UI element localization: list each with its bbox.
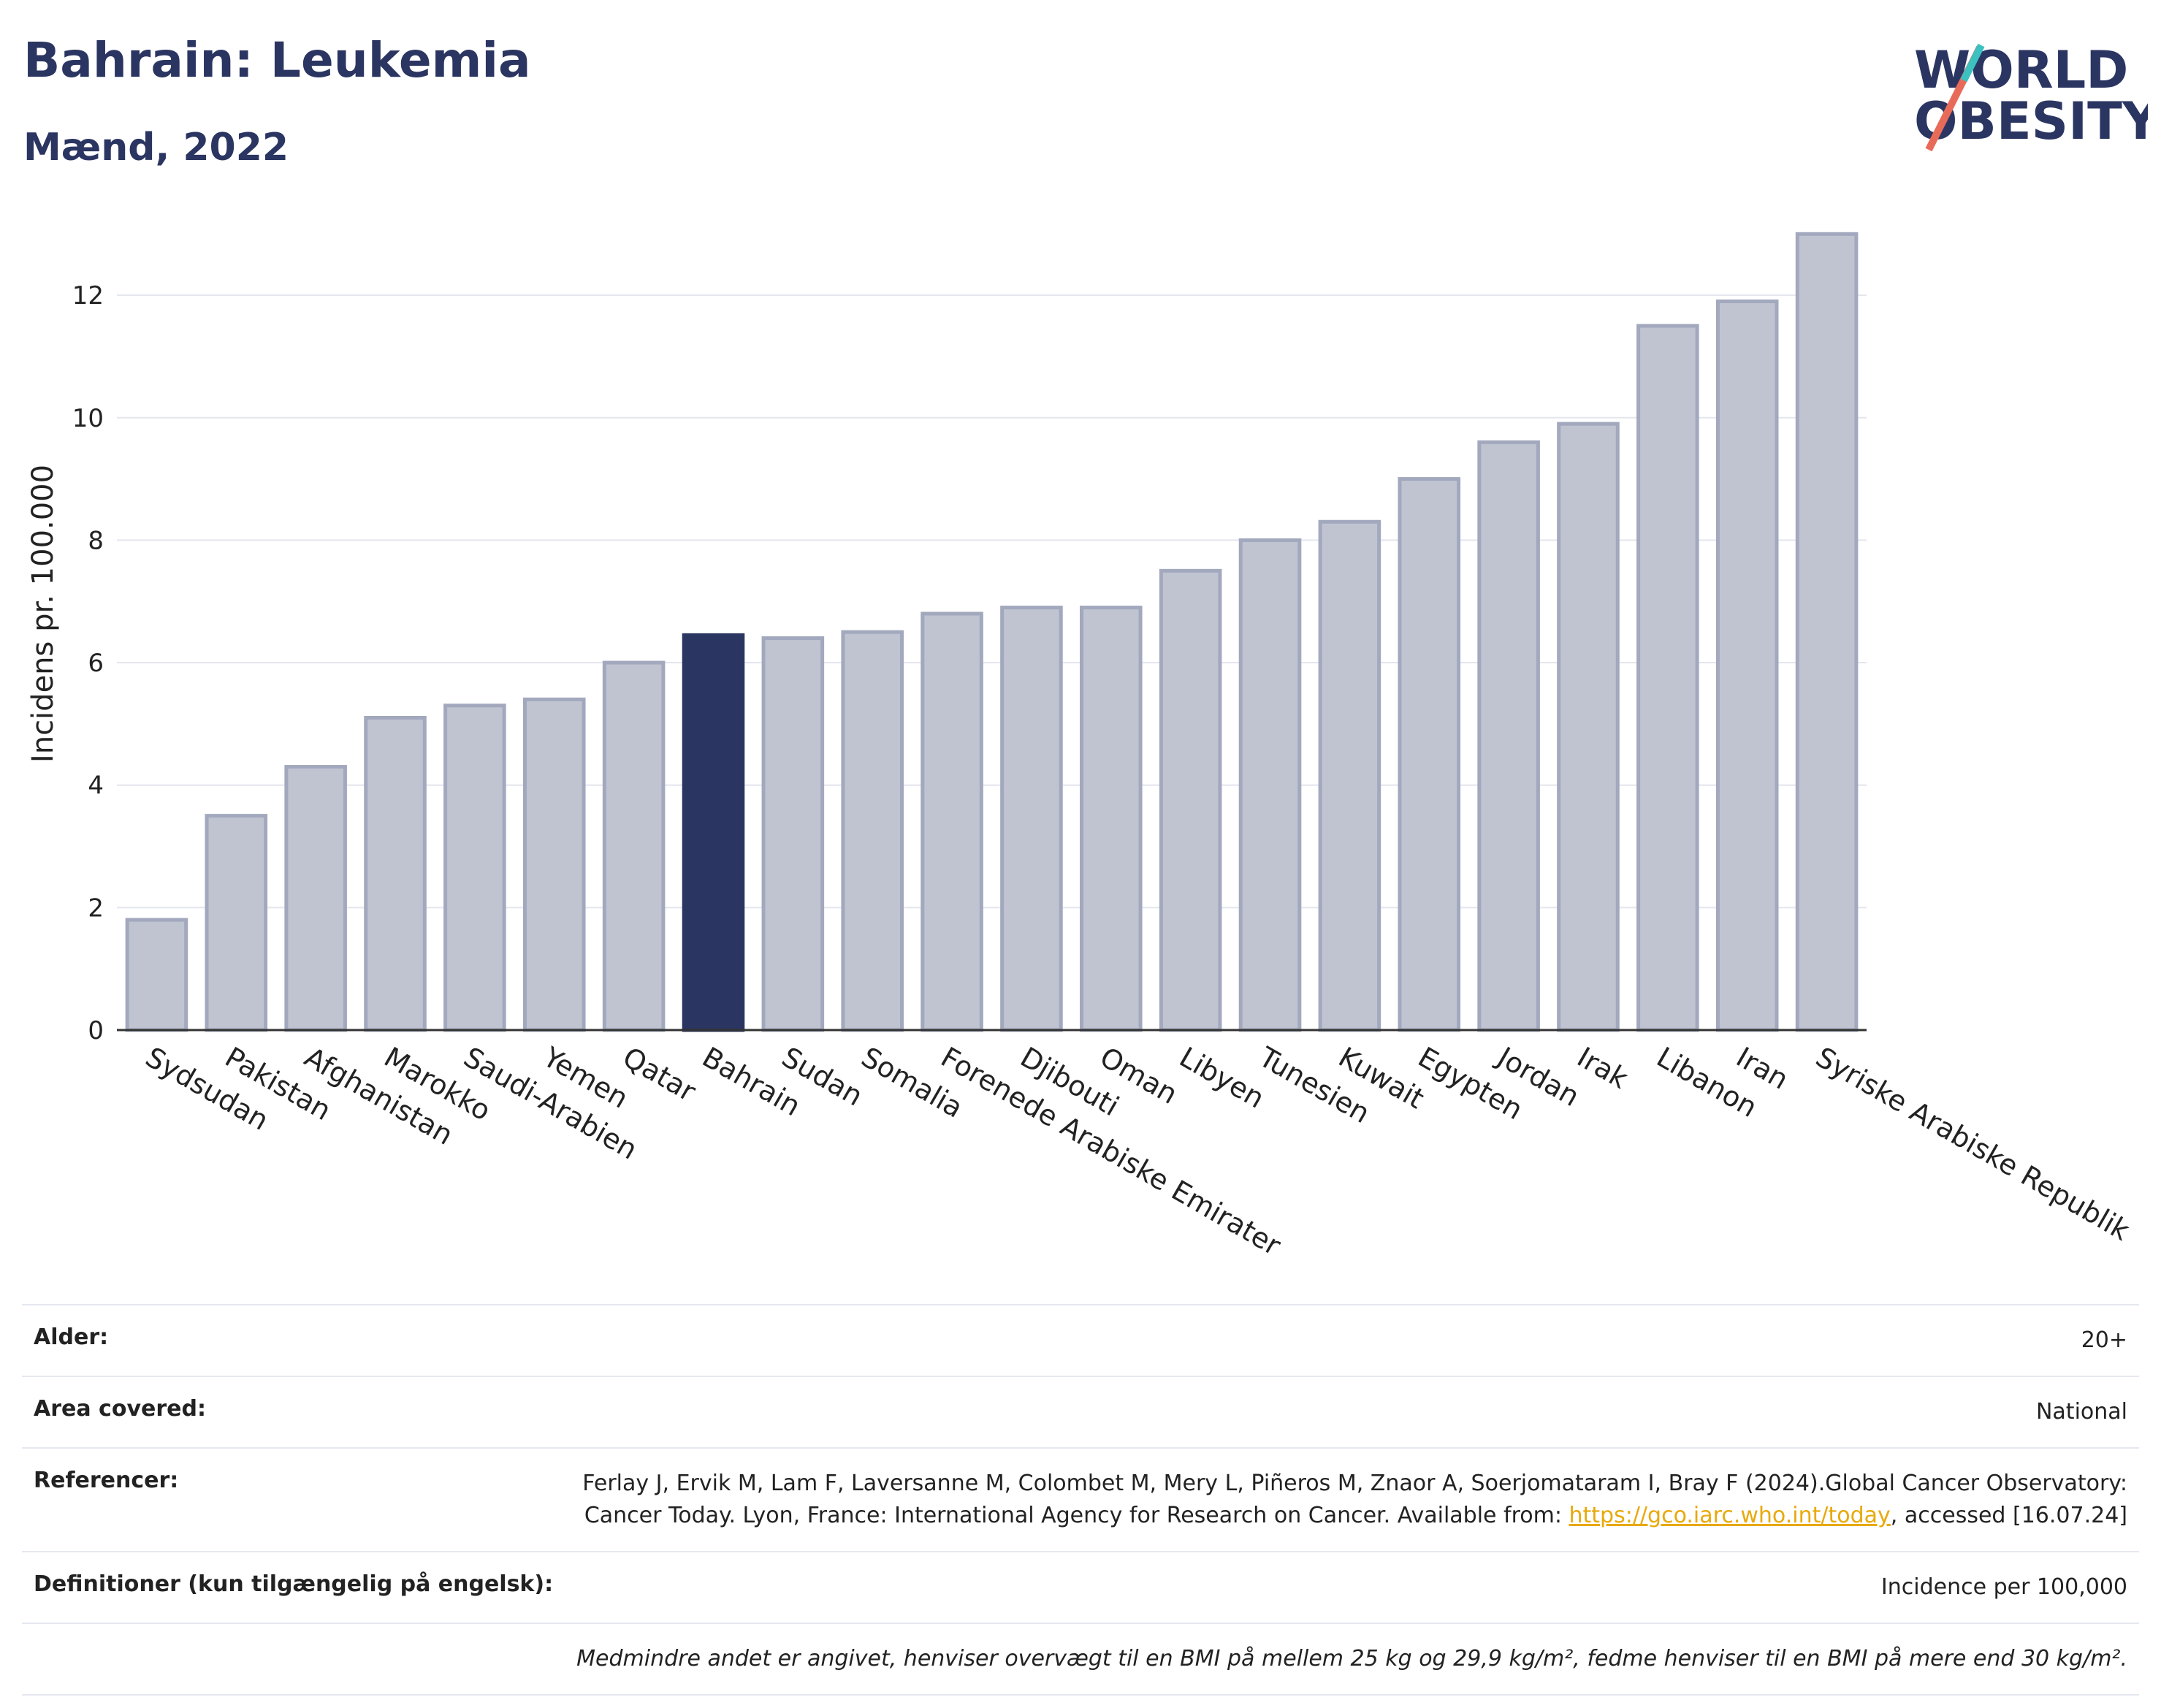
references-text-2: , accessed [16.07.24]: [1890, 1503, 2127, 1528]
bar: [1159, 568, 1222, 1032]
info-row-note: Medmindre andet er angivet, henviser ove…: [22, 1623, 2139, 1696]
references-text-1: Ferlay J, Ervik M, Lam F, Laversanne M, …: [582, 1471, 2127, 1528]
y-tick-label: 0: [88, 1016, 104, 1045]
info-row-definitions: Definitioner (kun tilgængelig på engelsk…: [22, 1551, 2139, 1623]
bar: [1636, 324, 1699, 1032]
bar: [1715, 300, 1779, 1032]
y-tick-label: 12: [72, 281, 104, 310]
y-tick-label: 10: [72, 404, 104, 433]
y-tick-label: 8: [88, 526, 104, 555]
bar: [1000, 606, 1063, 1032]
bar-highlighted: [682, 633, 745, 1032]
x-tick-label: Qatar: [617, 1041, 701, 1108]
info-row-area: Area covered: National: [22, 1376, 2139, 1447]
y-tick-label: 6: [88, 649, 104, 678]
logo-line-2: OBESITY: [1914, 91, 2148, 151]
bar: [522, 697, 586, 1032]
area-label: Area covered:: [34, 1396, 206, 1422]
bar: [921, 611, 983, 1032]
bar: [364, 716, 427, 1032]
x-axis-labels: SydsudanPakistanAfghanistanMarokkoSaudi-…: [140, 1040, 2135, 1262]
definitions-value: Incidence per 100,000: [1880, 1574, 2127, 1600]
chart-title: Bahrain: Leukemia: [23, 32, 531, 88]
bar: [1318, 519, 1381, 1032]
bar: [761, 636, 825, 1032]
bars: [125, 232, 1859, 1032]
y-tick-label: 2: [88, 893, 104, 923]
x-tick-label: Syriske Arabiske Republik: [1810, 1041, 2135, 1247]
world-obesity-logo: WORLD OBESITY: [1914, 40, 2148, 152]
bar: [1238, 538, 1302, 1032]
bar: [1795, 232, 1859, 1032]
references-label: Referencer:: [34, 1468, 179, 1493]
info-row-references: Referencer: Ferlay J, Ervik M, Lam F, La…: [22, 1447, 2139, 1551]
bmi-note: Medmindre andet er angivet, henviser ove…: [576, 1646, 2127, 1671]
references-link[interactable]: https://gco.iarc.who.int/today: [1569, 1503, 1891, 1528]
bar: [1080, 606, 1143, 1032]
age-label: Alder:: [34, 1324, 109, 1350]
age-value: 20+: [2081, 1327, 2127, 1353]
bar: [125, 918, 188, 1032]
bar-chart: 0 2 4 6 8 10 12 SydsudanPakistanAfghanistanMar…: [26, 232, 2135, 1262]
chart-subtitle: Mænd, 2022: [23, 126, 289, 169]
y-tick-label: 4: [88, 771, 104, 801]
info-row-age: Alder: 20+: [22, 1304, 2139, 1376]
definitions-label: Definitioner (kun tilgængelig på engelsk…: [34, 1571, 554, 1597]
info-table: Alder: 20+ Area covered: National Refere…: [22, 1304, 2139, 1696]
area-value: National: [2035, 1399, 2127, 1425]
bar: [205, 814, 268, 1032]
logo-slash-teal: [1960, 43, 1985, 83]
references-value: Ferlay J, Ervik M, Lam F, Laversanne M, …: [520, 1468, 2127, 1532]
bar: [443, 704, 506, 1032]
bar: [841, 630, 904, 1032]
x-tick-label: Libyen: [1174, 1041, 1270, 1115]
bar: [602, 660, 666, 1032]
y-axis-title: Incidens pr. 100.000: [26, 465, 60, 763]
bar: [1557, 422, 1620, 1032]
bar: [284, 765, 347, 1032]
y-axis-ticks: 0 2 4 6 8 10 12: [72, 281, 104, 1045]
logo-line-1: WORLD: [1914, 40, 2128, 100]
bar: [1398, 477, 1461, 1032]
bar: [1477, 440, 1540, 1032]
